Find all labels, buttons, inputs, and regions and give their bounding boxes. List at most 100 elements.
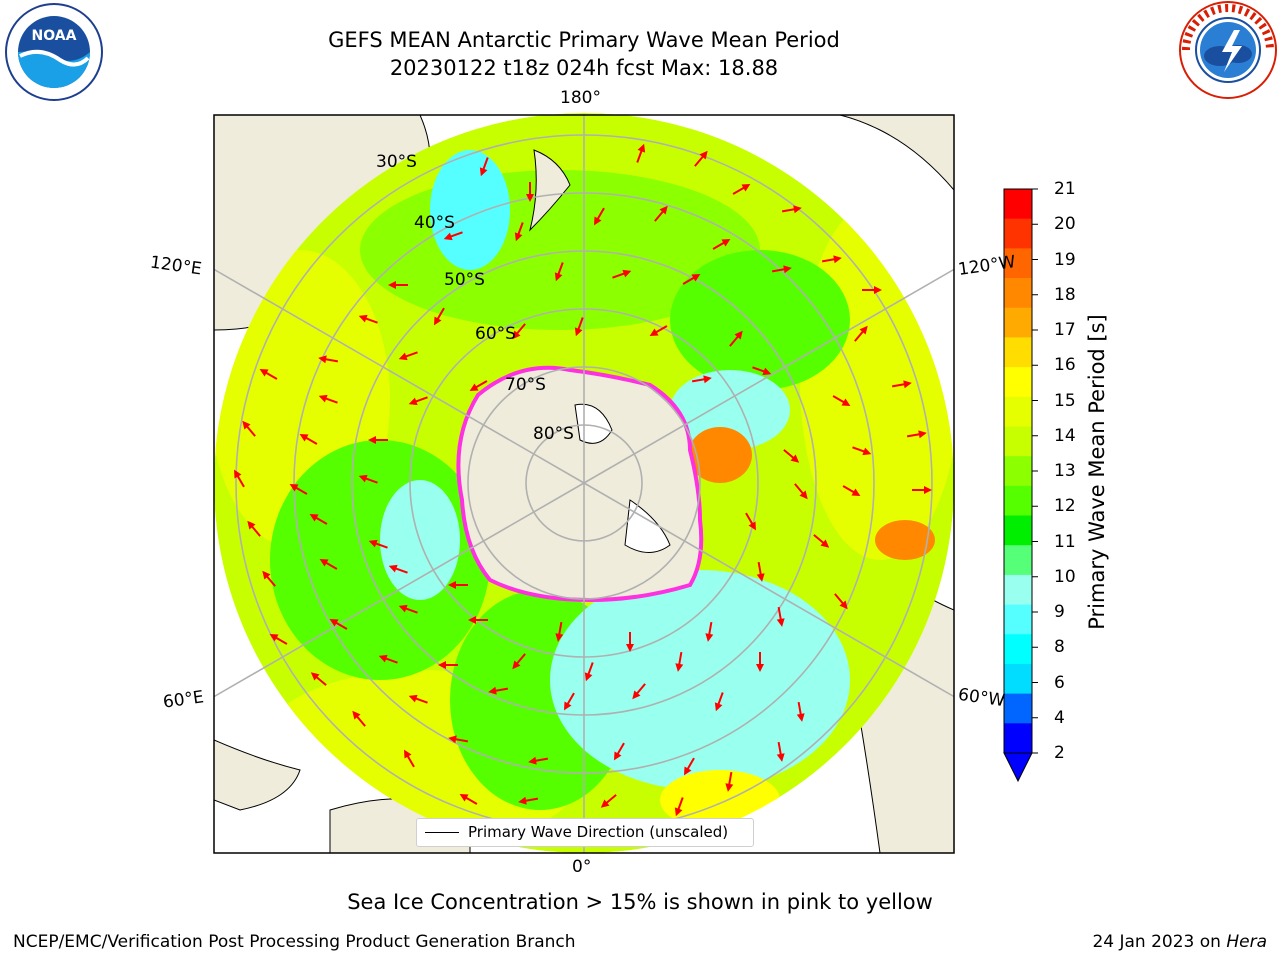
wave-arrow-head [488,686,497,695]
wave-arrow [636,143,646,163]
wave-arrow [564,692,575,711]
wave-arrow-head [756,664,764,672]
lon-label-180: 180° [560,88,601,108]
national-weather-service-logo [1179,1,1277,99]
wave-arrow-head [674,807,683,817]
lat-label-60s: 60°S [475,324,516,344]
wave-arrow [832,395,851,406]
colorbar-segment [1004,278,1032,309]
wave-arrow-head [398,352,408,361]
wave-arrow-head [443,232,453,241]
wave-arrow [626,632,634,652]
wave-arrow-head [675,663,684,672]
wave-arrow [691,375,712,384]
wave-arrow-head [554,272,563,282]
wave-arrow-head [269,634,279,642]
wave-arrow [398,351,418,361]
colorbar-tick-label: 21 [1054,179,1076,199]
wave-arrow-head [918,430,927,439]
wave-arrow-head [512,660,521,670]
wave-arrow-head [479,167,488,177]
wave-arrow [756,561,765,582]
lat-label-70s: 70°S [505,375,546,395]
wave-arrow-head [448,735,457,744]
wave-arrow [318,394,338,404]
wave-arrow [725,771,734,792]
wave-arrow [776,741,785,762]
wave-arrow [912,486,932,494]
wave-arrow [906,430,927,439]
meridian [583,268,954,484]
wave-arrow-head [833,255,842,264]
wave-arrow [781,205,802,214]
lat-label-30s: 30°S [376,152,417,172]
wave-arrow-head [649,328,659,336]
wave-arrow [526,182,534,202]
colorbar-segment [1004,189,1032,220]
wave-arrow-head [820,539,830,548]
wave-arrow-head [469,383,479,391]
wave-arrow-head [839,600,848,610]
colorbar-segment [1004,634,1032,665]
wave-arrow [398,604,418,614]
colorbar-tick-label: 12 [1054,496,1076,517]
colorbar-label: Primary Wave Mean Period [s] [1085,314,1109,630]
wave-arrow-head [408,694,418,703]
wave-arrow-head [514,232,523,242]
colorbar-segment [1004,545,1032,576]
wave-arrow-head [859,325,868,335]
swell-high [688,427,752,483]
wave-arrow-head [796,713,805,722]
wave-arrow-head [841,398,851,406]
footer-credit: NCEP/EMC/Verification Post Processing Pr… [13,932,576,952]
colorbar-segment [1004,663,1032,695]
wave-arrow-head [790,454,800,463]
wave-arrow [684,757,695,776]
wave-arrow [862,286,882,294]
wave-arrow [512,653,526,670]
wave-arrow [783,449,800,463]
wave-arrow-head [734,330,743,340]
wave-arrow-head [924,486,932,494]
wave-arrow-head [691,274,701,282]
wave-arrow [448,735,469,744]
wave-arrow [318,355,339,364]
colorbar-segment [1004,218,1032,249]
wave-arrow [247,520,261,537]
wave-arrow-head [318,355,327,364]
wave-arrow [479,157,489,177]
wave-arrow [714,692,724,712]
wave-arrow-head [793,205,802,214]
svg-text:NOAA: NOAA [32,28,77,44]
wave-arrow-head [703,375,712,384]
wave-arrow [732,184,751,195]
wave-arrow [448,581,468,589]
wave-arrow-head [468,616,476,624]
continent [839,115,954,191]
footer-date: 24 Jan 2023 on Hera [1092,932,1267,952]
wave-arrow [776,606,785,627]
wave-arrow [242,420,256,437]
wave-arrow [854,325,868,342]
wave-arrow-head [762,367,772,376]
continent [214,739,301,811]
wave-arrow-head [309,514,319,522]
wave-arrow-head [799,490,808,500]
colorbar-tick-label: 16 [1054,355,1076,376]
colorbar-tick-label: 2 [1054,743,1065,763]
wave-arrow-head [319,559,329,567]
colorbar-tick-label: 19 [1054,249,1076,270]
wave-arrow [600,794,617,808]
wave-arrow [358,474,378,484]
wave-arrow-head [776,618,785,627]
wave-arrow-head [632,690,641,700]
legend-entry: Primary Wave Direction (unscaled) [468,823,729,841]
wave-arrow [310,672,327,686]
wave-arrow [794,483,808,500]
wave-arrow [488,686,509,695]
map-subtitle: 20230122 t18z 024h fcst Max: 18.88 [389,56,779,80]
colorbar-segment [1004,337,1032,368]
wave-arrow-head [358,474,368,483]
meridian [583,482,954,698]
wave-arrow [352,710,366,727]
